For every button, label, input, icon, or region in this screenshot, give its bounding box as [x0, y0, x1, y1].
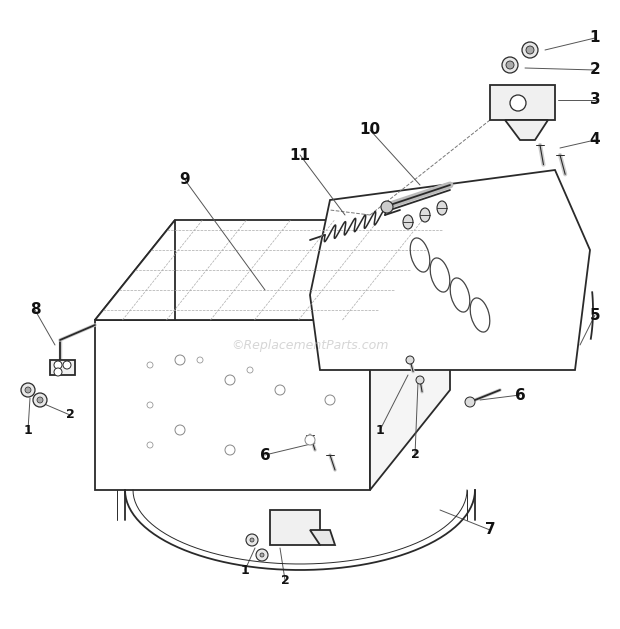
Circle shape: [526, 46, 534, 54]
Circle shape: [246, 534, 258, 546]
Circle shape: [175, 355, 185, 365]
Circle shape: [416, 376, 424, 384]
Circle shape: [197, 357, 203, 363]
Polygon shape: [270, 510, 320, 545]
Circle shape: [54, 368, 62, 376]
Text: 5: 5: [590, 308, 600, 323]
Circle shape: [305, 435, 315, 445]
Circle shape: [406, 356, 414, 364]
Circle shape: [63, 361, 71, 369]
Text: 11: 11: [290, 147, 311, 162]
Text: 1: 1: [590, 30, 600, 45]
Circle shape: [147, 362, 153, 368]
Circle shape: [506, 61, 514, 69]
Text: 1: 1: [241, 564, 249, 577]
Circle shape: [147, 442, 153, 448]
Circle shape: [250, 538, 254, 542]
Text: 4: 4: [590, 133, 600, 147]
Polygon shape: [370, 220, 450, 490]
Text: 2: 2: [590, 62, 600, 77]
Text: 2: 2: [66, 408, 74, 421]
Polygon shape: [505, 120, 548, 140]
Circle shape: [54, 361, 62, 369]
Circle shape: [37, 397, 43, 403]
Circle shape: [147, 402, 153, 408]
Text: 8: 8: [30, 303, 40, 318]
Text: 3: 3: [590, 92, 600, 108]
Circle shape: [175, 425, 185, 435]
Circle shape: [522, 42, 538, 58]
Circle shape: [465, 397, 475, 407]
Text: 6: 6: [260, 447, 270, 462]
Text: 1: 1: [24, 423, 32, 437]
Circle shape: [325, 395, 335, 405]
Circle shape: [510, 95, 526, 111]
Polygon shape: [95, 220, 450, 320]
Polygon shape: [310, 530, 335, 545]
Ellipse shape: [437, 201, 447, 215]
Circle shape: [260, 553, 264, 557]
Text: 7: 7: [485, 523, 495, 538]
Polygon shape: [95, 220, 175, 320]
Text: 9: 9: [180, 172, 190, 187]
Circle shape: [225, 375, 235, 385]
Circle shape: [25, 387, 31, 393]
Polygon shape: [490, 85, 555, 120]
Circle shape: [33, 393, 47, 407]
Text: 10: 10: [360, 123, 381, 138]
Ellipse shape: [420, 208, 430, 222]
Circle shape: [21, 383, 35, 397]
Circle shape: [247, 367, 253, 373]
Text: 6: 6: [515, 387, 525, 403]
Circle shape: [275, 385, 285, 395]
Circle shape: [381, 201, 393, 213]
Polygon shape: [310, 170, 590, 370]
Polygon shape: [95, 320, 370, 490]
Text: ©ReplacementParts.com: ©ReplacementParts.com: [231, 338, 389, 352]
Text: 2: 2: [281, 574, 290, 586]
Ellipse shape: [403, 215, 413, 229]
Circle shape: [502, 57, 518, 73]
Circle shape: [225, 445, 235, 455]
Text: 2: 2: [410, 448, 419, 462]
Text: 1: 1: [376, 423, 384, 437]
Polygon shape: [50, 360, 75, 375]
Circle shape: [256, 549, 268, 561]
